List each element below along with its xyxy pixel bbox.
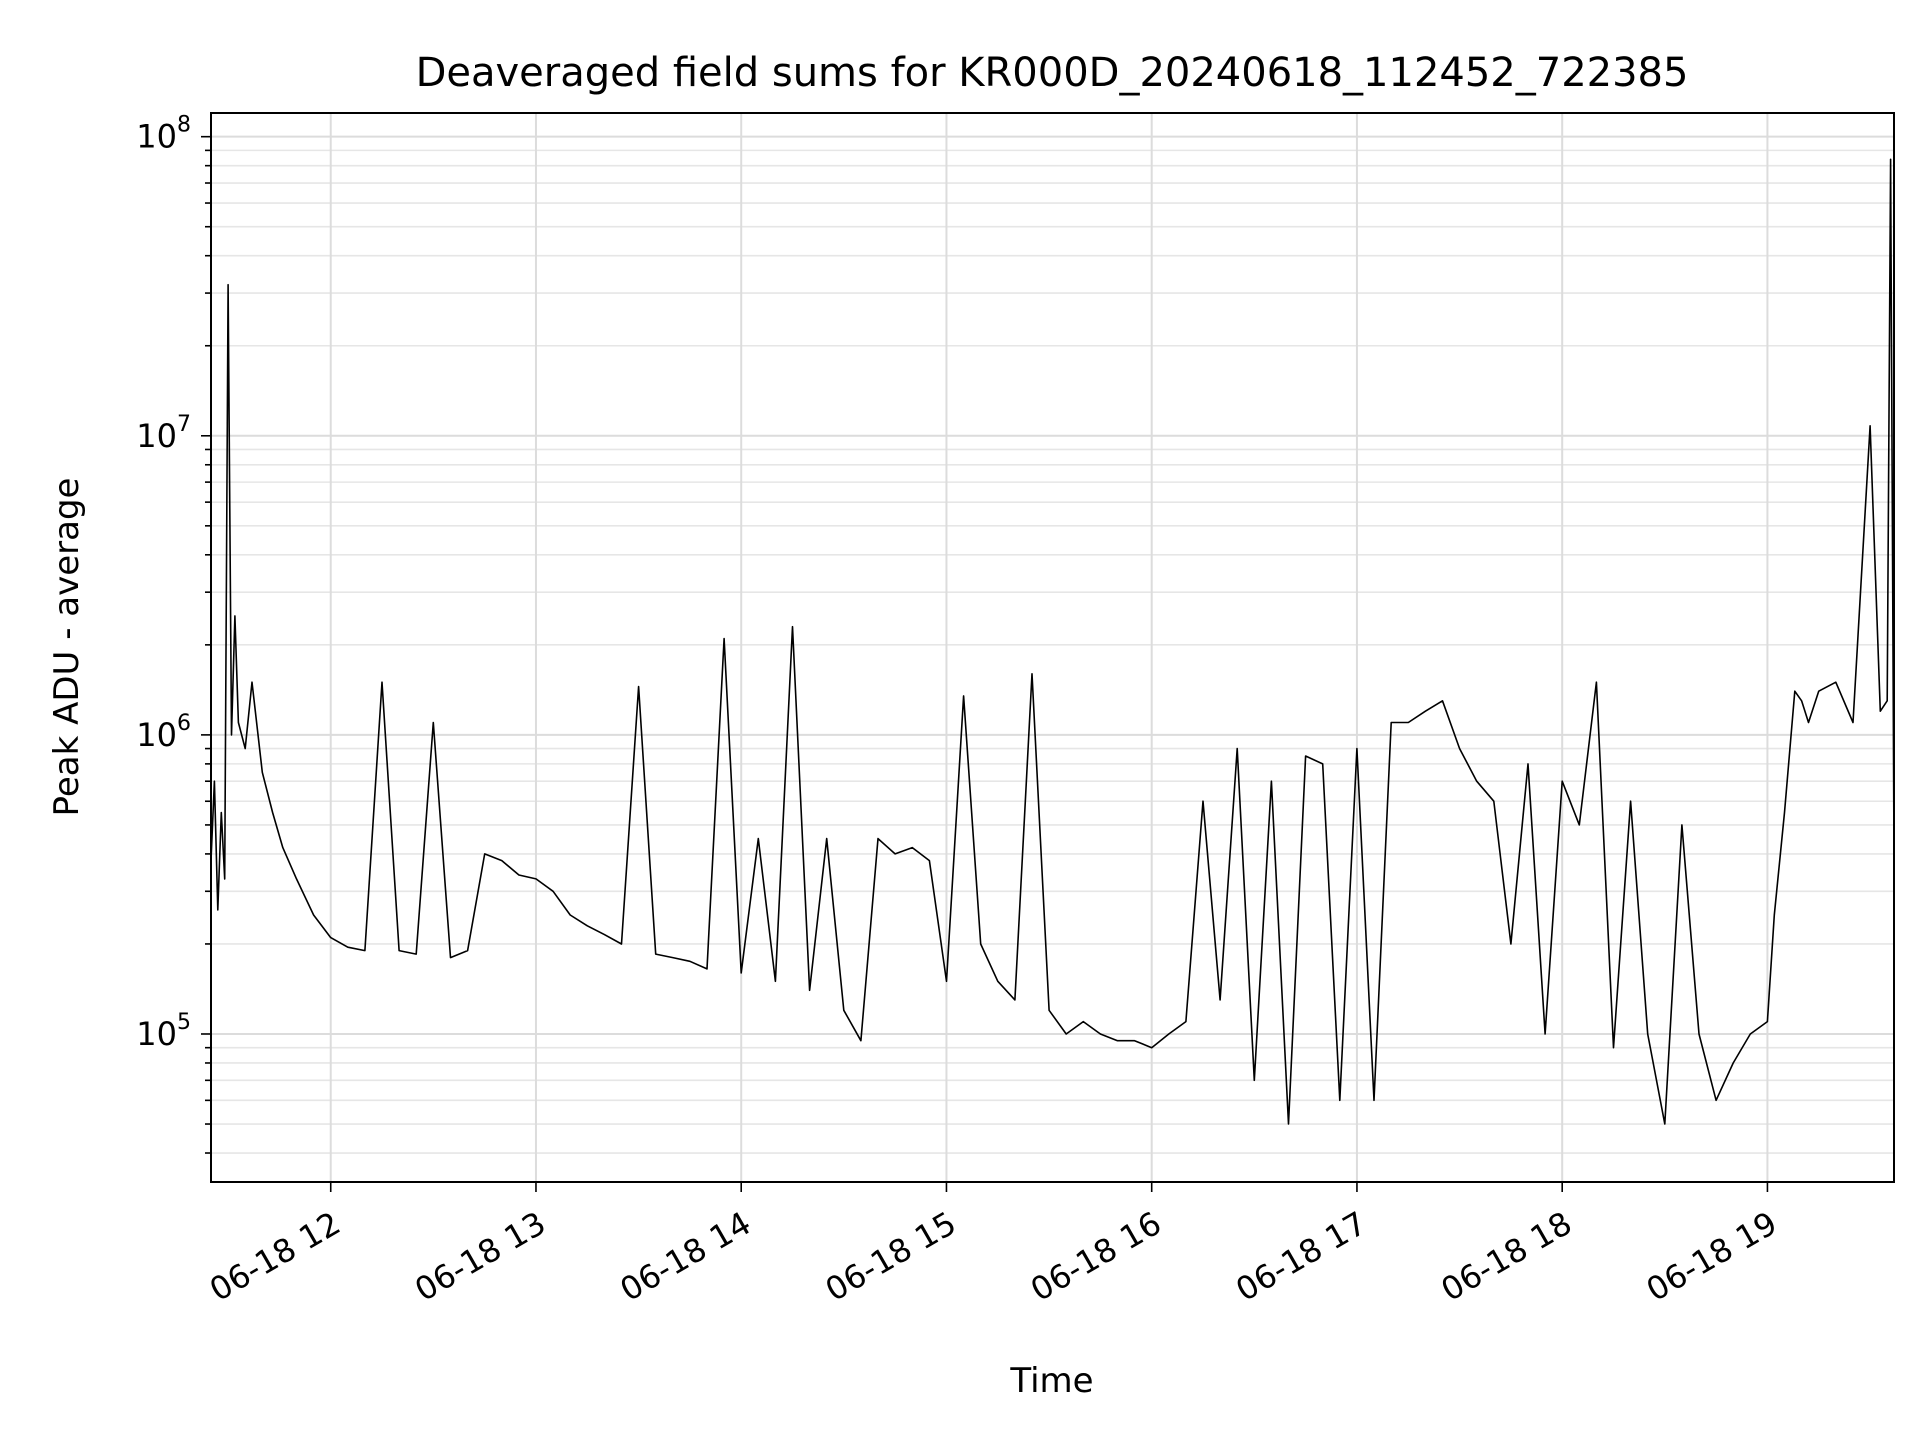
series-line xyxy=(210,158,1895,1125)
y-tick-label: 107 xyxy=(136,412,191,455)
y-tick-label: 106 xyxy=(136,711,191,754)
chart-title: Deaveraged field sums for KR000D_2024061… xyxy=(416,50,1689,96)
y-tick-label: 105 xyxy=(136,1010,191,1053)
y-axis-label: Peak ADU - average xyxy=(47,478,87,817)
y-tick-label: 108 xyxy=(136,113,191,156)
grid xyxy=(211,113,1894,1182)
plot-frame xyxy=(210,112,1895,1183)
x-axis-label: Time xyxy=(1009,1361,1093,1401)
